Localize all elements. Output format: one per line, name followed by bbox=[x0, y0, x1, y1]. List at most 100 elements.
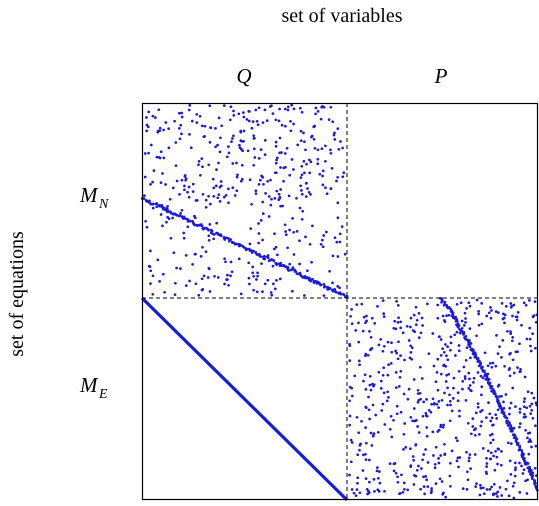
nonzero-dot bbox=[467, 456, 471, 460]
nonzero-dot bbox=[339, 292, 343, 296]
nonzero-dot bbox=[490, 309, 493, 312]
nonzero-dot bbox=[512, 303, 516, 307]
nonzero-dot bbox=[364, 352, 368, 356]
nonzero-dot bbox=[188, 279, 191, 283]
nonzero-dot bbox=[362, 315, 366, 319]
nonzero-dot bbox=[341, 175, 345, 179]
nonzero-dot bbox=[412, 407, 416, 410]
nonzero-dot bbox=[407, 387, 411, 391]
nonzero-dot bbox=[316, 110, 320, 113]
nonzero-dot bbox=[534, 320, 538, 324]
nonzero-dot bbox=[376, 430, 380, 434]
nonzero-dot bbox=[528, 337, 532, 341]
nonzero-dot bbox=[248, 242, 252, 246]
nonzero-dot bbox=[442, 350, 446, 354]
nonzero-dot bbox=[367, 458, 371, 462]
nonzero-dot bbox=[510, 339, 514, 343]
nonzero-dot bbox=[291, 268, 294, 271]
nonzero-dot bbox=[488, 488, 492, 491]
nonzero-dot bbox=[486, 379, 490, 382]
nonzero-dot bbox=[396, 480, 400, 484]
nonzero-dot bbox=[445, 305, 449, 309]
nonzero-dot bbox=[392, 469, 396, 473]
nonzero-dot bbox=[246, 149, 250, 153]
nonzero-dot bbox=[521, 454, 525, 458]
nonzero-dot bbox=[325, 192, 329, 196]
nonzero-dot bbox=[355, 303, 359, 306]
nonzero-dot bbox=[422, 485, 426, 488]
nonzero-dot bbox=[239, 130, 243, 134]
nonzero-dot bbox=[529, 349, 533, 353]
nonzero-dot bbox=[263, 153, 267, 156]
nonzero-dot bbox=[204, 205, 208, 209]
nonzero-dot bbox=[336, 285, 340, 288]
nonzero-dot bbox=[526, 390, 530, 394]
nonzero-dot bbox=[218, 150, 222, 154]
nonzero-dot bbox=[361, 469, 365, 472]
nonzero-dot bbox=[324, 144, 327, 148]
nonzero-dot bbox=[355, 415, 359, 419]
nonzero-dot bbox=[526, 436, 529, 440]
nonzero-dot bbox=[429, 410, 433, 414]
nonzero-dot bbox=[314, 106, 318, 110]
nonzero-dot bbox=[483, 374, 487, 378]
nonzero-dot bbox=[424, 411, 428, 415]
nonzero-dot bbox=[263, 108, 267, 112]
nonzero-dot bbox=[329, 151, 333, 155]
nonzero-dot bbox=[263, 282, 267, 286]
nonzero-dot bbox=[197, 160, 201, 163]
nonzero-dot bbox=[365, 319, 368, 323]
column-label-p: P bbox=[434, 64, 448, 88]
nonzero-dot bbox=[468, 384, 472, 387]
nonzero-dot bbox=[270, 293, 274, 297]
nonzero-dot bbox=[485, 416, 488, 419]
nonzero-dot bbox=[179, 267, 182, 270]
nonzero-dot bbox=[389, 362, 393, 365]
nonzero-dot bbox=[256, 271, 259, 275]
nonzero-dot bbox=[437, 335, 441, 339]
nonzero-dot bbox=[413, 330, 417, 334]
nonzero-dot bbox=[417, 464, 420, 468]
nonzero-dot bbox=[493, 392, 497, 395]
nonzero-dot bbox=[159, 150, 163, 154]
nonzero-dot bbox=[495, 455, 499, 459]
nonzero-dot bbox=[404, 446, 408, 449]
nonzero-dot bbox=[440, 398, 444, 402]
nonzero-dot bbox=[241, 244, 245, 248]
nonzero-dot bbox=[298, 206, 302, 210]
nonzero-dot bbox=[376, 305, 379, 308]
nonzero-dot bbox=[442, 363, 446, 367]
nonzero-dot bbox=[188, 219, 192, 223]
nonzero-dot bbox=[236, 173, 239, 177]
nonzero-dot bbox=[422, 400, 426, 404]
nonzero-dot bbox=[229, 105, 233, 109]
nonzero-dot bbox=[212, 194, 216, 198]
row-label-mn: M N bbox=[79, 183, 109, 212]
nonzero-dot bbox=[227, 283, 230, 287]
nonzero-dot bbox=[370, 316, 374, 320]
nonzero-dot bbox=[294, 269, 298, 273]
nonzero-dot bbox=[288, 228, 291, 232]
nonzero-dot bbox=[387, 396, 390, 399]
nonzero-dot bbox=[336, 216, 340, 220]
nonzero-dot bbox=[212, 186, 216, 190]
nonzero-dot bbox=[480, 385, 484, 389]
nonzero-dot bbox=[434, 482, 438, 485]
nonzero-dot bbox=[396, 304, 400, 307]
nonzero-dot bbox=[308, 171, 312, 175]
nonzero-dot bbox=[414, 305, 418, 309]
nonzero-dot bbox=[308, 242, 312, 246]
nonzero-dot bbox=[200, 288, 204, 292]
nonzero-dot bbox=[350, 386, 354, 390]
nonzero-dot bbox=[508, 412, 511, 416]
nonzero-dot bbox=[249, 227, 253, 230]
nonzero-dot bbox=[300, 192, 304, 196]
nonzero-dot bbox=[494, 449, 497, 453]
nonzero-dot bbox=[257, 106, 261, 110]
nonzero-dot bbox=[485, 465, 488, 468]
nonzero-dot bbox=[215, 221, 219, 225]
nonzero-dot bbox=[252, 163, 256, 167]
nonzero-dot bbox=[145, 129, 149, 133]
nonzero-dot bbox=[244, 248, 248, 252]
nonzero-dot bbox=[395, 412, 399, 416]
